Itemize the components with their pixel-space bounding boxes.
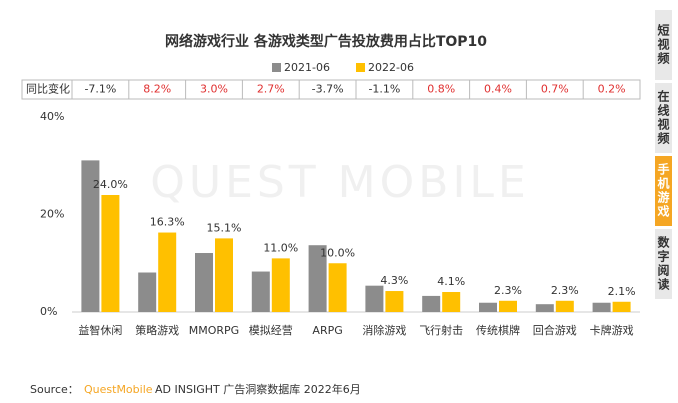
bar <box>422 295 441 312</box>
side-tab[interactable]: 在线视频 <box>655 83 672 153</box>
chart-title: 网络游戏行业 各游戏类型广告投放费用占比TOP10 <box>165 33 487 50</box>
value-label: 10.0% <box>320 246 355 259</box>
value-label: 4.3% <box>380 274 408 287</box>
x-tick-label: 回合游戏 <box>533 323 577 337</box>
source-brand: QuestMobile <box>84 383 153 396</box>
bar <box>101 195 120 312</box>
bar <box>271 258 290 312</box>
bar <box>81 160 100 312</box>
bar <box>612 301 631 312</box>
value-label: 16.3% <box>150 216 185 229</box>
bar <box>592 302 611 312</box>
legend-swatch <box>356 63 365 72</box>
yoy-value: 0.7% <box>541 83 569 96</box>
source-text: AD INSIGHT 广告洞察数据库 2022年6月 <box>155 382 361 396</box>
bar <box>138 272 157 312</box>
side-tab[interactable]: 短视频 <box>655 10 672 80</box>
chart: 网络游戏行业 各游戏类型广告投放费用占比TOP10 QUEST MOBILE 同… <box>21 33 641 396</box>
bar <box>158 232 177 312</box>
x-tick-label: ARPG <box>312 324 342 337</box>
yoy-row <box>21 79 641 100</box>
x-tick-label: 益智休闲 <box>78 323 122 337</box>
x-tick-label: 飞行射击 <box>419 323 463 337</box>
bar <box>251 271 270 312</box>
yoy-value: -3.7% <box>312 83 344 96</box>
bar <box>499 300 517 312</box>
yoy-value: 0.4% <box>484 83 512 96</box>
x-tick-label: 卡牌游戏 <box>590 323 634 337</box>
x-tick-label: 传统棋牌 <box>476 323 520 337</box>
yoy-value: 0.8% <box>427 83 455 96</box>
side-tab[interactable]: 手机游戏 <box>655 156 672 226</box>
bar <box>479 302 497 312</box>
value-label: 24.0% <box>93 178 128 191</box>
y-tick-label: 20% <box>40 208 64 221</box>
yoy-label: 同比变化 <box>26 82 70 96</box>
bar <box>442 292 461 312</box>
legend-swatch <box>272 63 281 72</box>
value-label: 2.1% <box>608 285 636 298</box>
value-label: 11.0% <box>263 241 298 254</box>
bar <box>308 245 327 312</box>
value-label: 4.1% <box>437 275 465 288</box>
bar <box>215 238 233 312</box>
y-tick-label: 40% <box>40 110 64 123</box>
side-tab[interactable]: 数字阅读 <box>655 229 672 299</box>
value-label: 2.3% <box>494 284 522 297</box>
legend-label: 2021-06 <box>284 61 330 74</box>
bar <box>555 300 574 312</box>
side-tabs: 短视频在线视频手机游戏数字阅读 <box>655 10 678 302</box>
yoy-value: 8.2% <box>143 83 171 96</box>
yoy-value: 0.2% <box>598 83 626 96</box>
bar <box>195 253 213 312</box>
yoy-value: 3.0% <box>200 83 228 96</box>
x-tick-label: 策略游戏 <box>135 323 179 337</box>
x-tick-label: 消除游戏 <box>362 323 406 337</box>
x-tick-label: MMORPG <box>189 324 239 337</box>
value-label: 2.3% <box>551 284 579 297</box>
legend-label: 2022-06 <box>368 61 414 74</box>
yoy-value: 2.7% <box>257 83 285 96</box>
x-tick-label: 模拟经营 <box>249 323 293 337</box>
bar <box>328 263 347 312</box>
watermark: QUEST MOBILE <box>150 157 530 208</box>
bar <box>535 304 554 312</box>
yoy-value: -1.1% <box>368 83 400 96</box>
value-label: 15.1% <box>207 221 242 234</box>
yoy-value: -7.1% <box>84 83 116 96</box>
bar <box>365 285 384 312</box>
source-prefix: Source： <box>30 383 79 396</box>
y-tick-label: 0% <box>40 305 57 318</box>
bar <box>385 291 404 312</box>
